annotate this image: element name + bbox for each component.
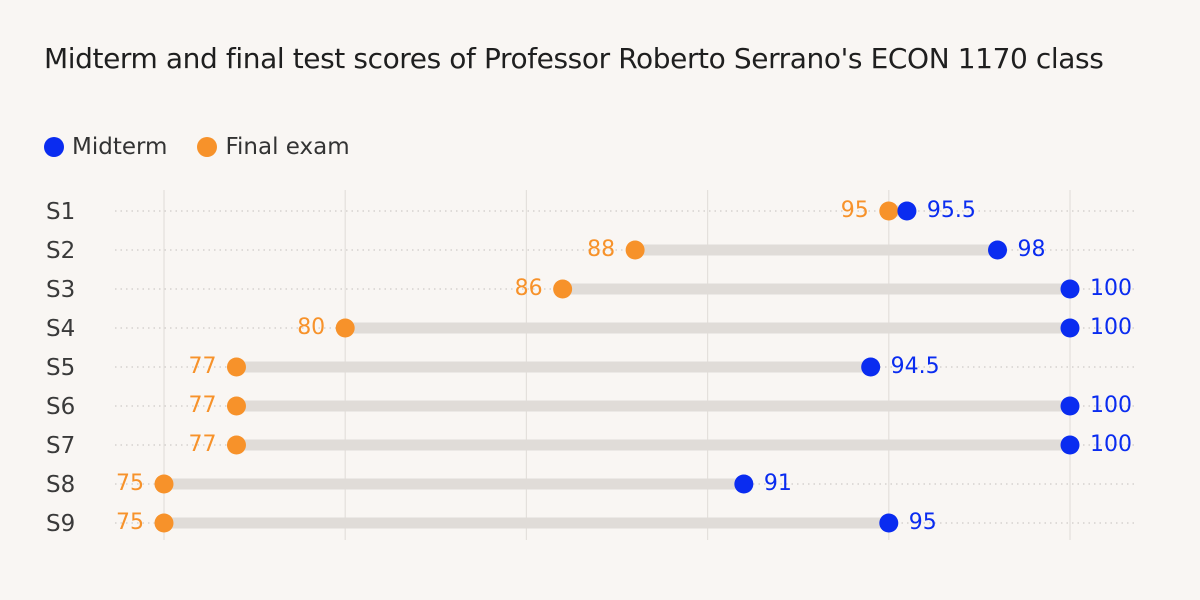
midterm-value-label: 100: [1090, 315, 1132, 340]
legend-label-final: Final exam: [225, 134, 350, 160]
midterm-dot: [734, 474, 754, 494]
row-label: S6: [46, 394, 75, 420]
final-value-label: 77: [188, 354, 216, 379]
midterm-dot: [879, 513, 899, 533]
final-dot: [879, 201, 899, 221]
final-value-label: 95: [841, 198, 869, 223]
final-value-label: 75: [116, 471, 144, 496]
legend-item-midterm: Midterm: [44, 134, 167, 160]
legend: Midterm Final exam: [44, 134, 380, 160]
midterm-value-label: 95.5: [927, 198, 976, 223]
final-value-label: 88: [587, 237, 615, 262]
midterm-value-label: 100: [1090, 393, 1132, 418]
final-value-label: 77: [188, 432, 216, 457]
midterm-dot: [1060, 318, 1080, 338]
row-label: S2: [46, 238, 75, 264]
legend-item-final: Final exam: [197, 134, 350, 160]
row-label: S3: [46, 277, 75, 303]
final-dot: [226, 396, 246, 416]
final-dot: [154, 474, 174, 494]
row-label: S4: [46, 316, 75, 342]
midterm-value-label: 94.5: [891, 354, 940, 379]
midterm-value-label: 98: [1018, 237, 1046, 262]
midterm-value-label: 95: [909, 510, 937, 535]
row-label: S5: [46, 355, 75, 381]
final-value-label: 75: [116, 510, 144, 535]
midterm-value-label: 100: [1090, 276, 1132, 301]
final-dot: [335, 318, 355, 338]
midterm-dot: [861, 357, 881, 377]
final-value-label: 77: [188, 393, 216, 418]
legend-swatch-final: [197, 137, 218, 157]
midterm-value-label: 91: [764, 471, 792, 496]
midterm-dot: [988, 240, 1008, 260]
midterm-value-label: 100: [1090, 432, 1132, 457]
final-dot: [226, 357, 246, 377]
row-label: S9: [46, 511, 75, 537]
legend-label-midterm: Midterm: [72, 134, 168, 160]
legend-swatch-midterm: [44, 137, 64, 157]
midterm-dot: [1060, 435, 1080, 455]
final-dot: [226, 435, 246, 455]
final-dot: [154, 513, 174, 533]
midterm-dot: [897, 201, 917, 221]
row-label: S1: [46, 199, 75, 225]
final-value-label: 86: [515, 276, 543, 301]
final-dot: [553, 279, 573, 299]
row-label: S8: [46, 472, 75, 498]
midterm-dot: [1060, 279, 1080, 299]
final-value-label: 80: [297, 315, 325, 340]
chart-title: Midterm and final test scores of Profess…: [44, 42, 1104, 75]
row-label: S7: [46, 433, 75, 459]
final-dot: [625, 240, 645, 260]
midterm-dot: [1060, 396, 1080, 416]
